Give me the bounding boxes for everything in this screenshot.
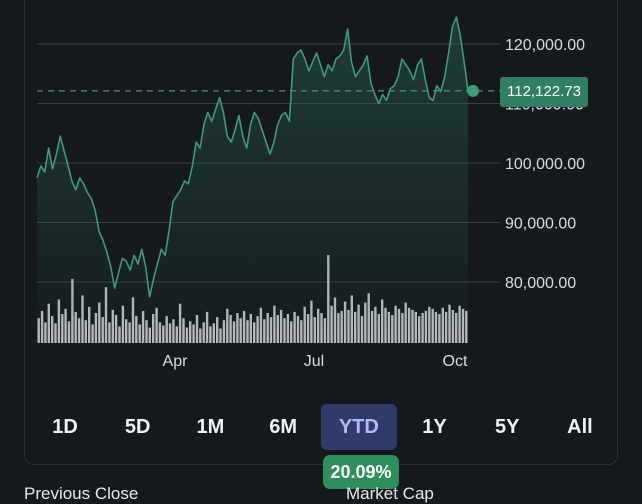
y-tick-label: 90,000.00 xyxy=(505,216,576,233)
range-tab-6m[interactable]: 6M xyxy=(269,415,297,438)
range-tab-ytd[interactable]: YTD xyxy=(320,404,397,450)
range-tab-5d[interactable]: 5D xyxy=(124,415,151,438)
price-area-fill xyxy=(37,17,468,343)
y-tick-label: 80,000.00 xyxy=(505,275,576,292)
range-tab-1m[interactable]: 1M xyxy=(196,415,225,438)
y-tick-label: 100,000.00 xyxy=(505,156,585,173)
previous-close-label: Previous Close xyxy=(24,484,139,503)
x-tick-label: Apr xyxy=(163,353,189,370)
last-price-dot xyxy=(467,84,479,97)
x-axis: Apr Jul Oct xyxy=(163,353,468,370)
range-selector: 1D 5D 1M 6M YTD 1Y 5Y All xyxy=(30,404,615,450)
range-tab-1y[interactable]: 1Y xyxy=(422,415,447,438)
y-axis: 120,000.00110,000.00100,000.0090,000.008… xyxy=(505,37,585,292)
price-line xyxy=(36,16,469,298)
market-cap-label: Market Cap xyxy=(346,484,434,503)
x-tick-label: Jul xyxy=(304,353,324,370)
range-tab-5y[interactable]: 5Y xyxy=(494,415,520,438)
y-tick-label: 120,000.00 xyxy=(505,37,585,54)
last-price-badge: 112,122.73 xyxy=(500,77,588,107)
range-tab-all[interactable]: All xyxy=(567,415,593,438)
x-tick-label: Oct xyxy=(443,353,468,370)
range-tab-1d[interactable]: 1D xyxy=(52,415,78,438)
price-chart[interactable]: 120,000.00110,000.00100,000.0090,000.008… xyxy=(0,0,642,400)
percent-change-badge: 20.09% xyxy=(323,455,399,489)
